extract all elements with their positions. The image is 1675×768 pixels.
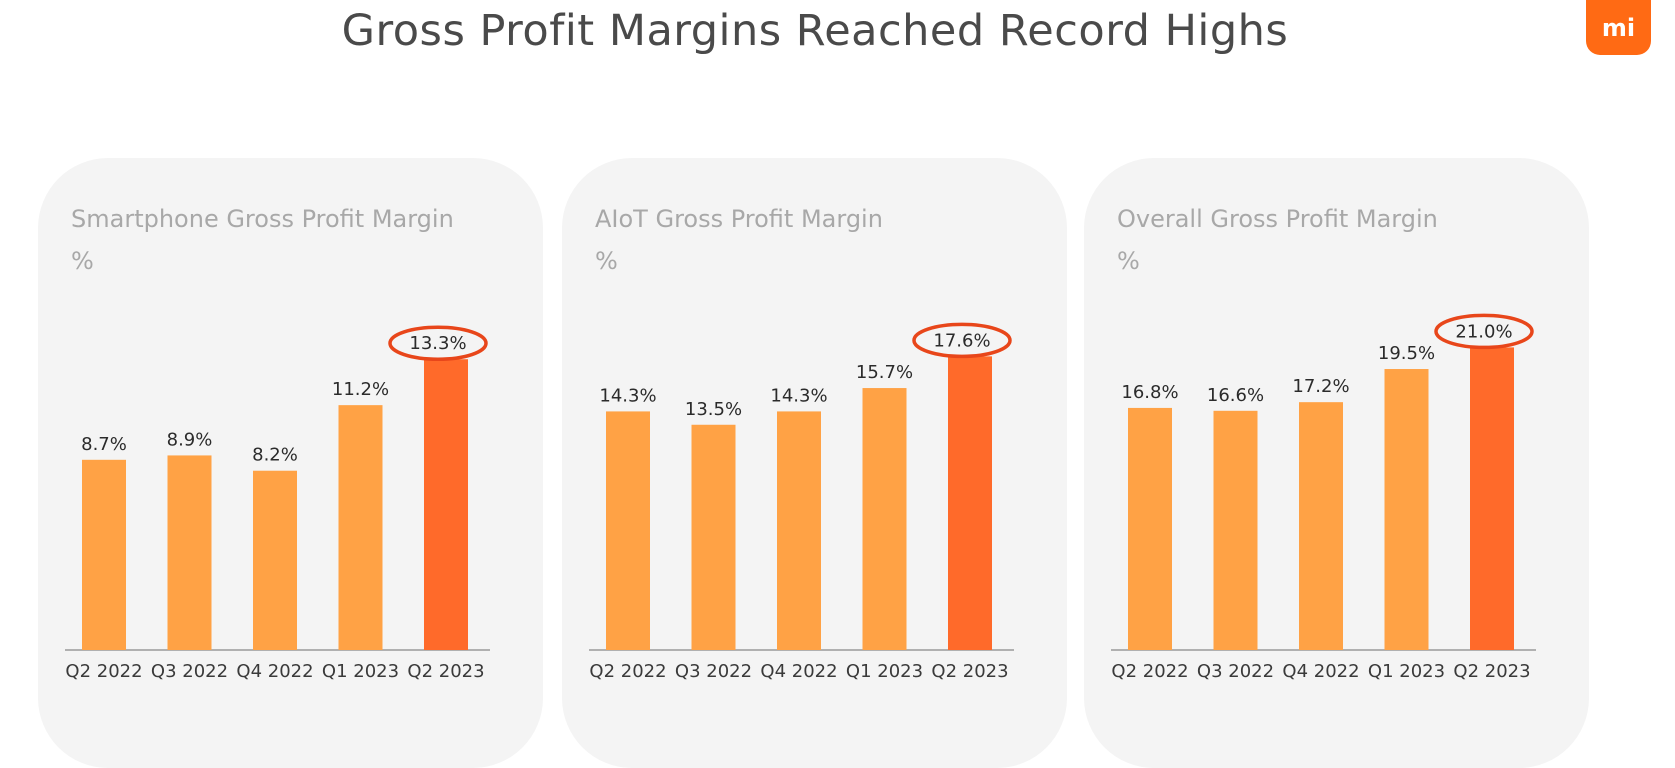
- overall-margin-chart: 16.8% Q2 2022 16.6% Q3 2022 17.2% Q4 2022 19.5…: [1111, 313, 1536, 682]
- data-label: 8.2%: [252, 445, 298, 466]
- overall-margin-panel: Overall Gross Profit Margin % 16.8% Q2 20…: [1084, 158, 1589, 768]
- x-tick-label: Q1 2023: [1368, 661, 1445, 682]
- data-label: 11.2%: [332, 379, 389, 400]
- bar-q2-2022: [1128, 407, 1172, 650]
- bar-q4-2022: [1299, 402, 1343, 650]
- chart-title: AIoT Gross Profit Margin: [595, 205, 883, 233]
- data-label: 8.9%: [167, 429, 213, 450]
- smartphone-margin-chart: 8.7% Q2 2022 8.9% Q3 2022 8.2% Q4 2022 11.2% Q1…: [65, 325, 490, 682]
- bar-q3-2022: [1213, 410, 1258, 650]
- bar-q3-2022: [691, 424, 736, 650]
- bar-q2-2022: [606, 411, 650, 650]
- data-label: 17.2%: [1292, 376, 1349, 397]
- chart-unit: %: [1117, 247, 1140, 275]
- xiaomi-logo: mi: [1586, 0, 1651, 55]
- x-tick-label: Q2 2023: [407, 661, 484, 682]
- bar-q2-2022: [82, 459, 126, 650]
- bar-q4-2022: [253, 470, 297, 650]
- data-label: 16.6%: [1207, 385, 1264, 406]
- x-tick-label: Q1 2023: [846, 661, 923, 682]
- chart-title: Smartphone Gross Profit Margin: [71, 205, 454, 233]
- x-tick-label: Q3 2022: [675, 661, 752, 682]
- data-label: 8.7%: [81, 434, 127, 455]
- data-label: 21.0%: [1455, 321, 1512, 342]
- data-label: 17.6%: [933, 330, 990, 351]
- bar-q2-2023: [948, 356, 992, 650]
- chart-title: Overall Gross Profit Margin: [1117, 205, 1438, 233]
- x-tick-label: Q2 2022: [65, 661, 142, 682]
- bar-q2-2023: [424, 359, 468, 650]
- chart-unit: %: [595, 247, 618, 275]
- x-tick-label: Q4 2022: [1282, 661, 1359, 682]
- data-label: 14.3%: [770, 385, 827, 406]
- data-label: 15.7%: [856, 362, 913, 383]
- x-tick-label: Q3 2022: [151, 661, 228, 682]
- data-label: 13.3%: [409, 333, 466, 354]
- x-tick-label: Q3 2022: [1197, 661, 1274, 682]
- page-title: Gross Profit Margins Reached Record High…: [341, 6, 1289, 56]
- bar-q3-2022: [167, 455, 212, 650]
- data-label: 13.5%: [685, 399, 742, 420]
- highlight-ring: [1434, 313, 1534, 350]
- bar-q1-2023: [338, 405, 383, 650]
- highlight-ring: [388, 325, 488, 361]
- data-label: 16.8%: [1121, 382, 1178, 403]
- x-tick-label: Q2 2022: [1111, 661, 1188, 682]
- x-tick-label: Q2 2023: [1453, 661, 1530, 682]
- aiot-margin-chart: 14.3% Q2 2022 13.5% Q3 2022 14.3% Q4 2022 15.7…: [589, 322, 1014, 682]
- data-label: 14.3%: [599, 385, 656, 406]
- bar-q4-2022: [777, 411, 821, 650]
- x-tick-label: Q1 2023: [322, 661, 399, 682]
- aiot-margin-panel: AIoT Gross Profit Margin % 14.3% Q2 2022 1…: [562, 158, 1067, 768]
- data-label: 19.5%: [1378, 343, 1435, 364]
- bar-q2-2023: [1470, 347, 1514, 650]
- x-tick-label: Q4 2022: [236, 661, 313, 682]
- smartphone-margin-panel: Smartphone Gross Profit Margin % 8.7% Q2 …: [38, 158, 543, 768]
- chart-unit: %: [71, 247, 94, 275]
- bar-q1-2023: [862, 388, 907, 650]
- bar-q1-2023: [1384, 369, 1429, 650]
- x-tick-label: Q4 2022: [760, 661, 837, 682]
- highlight-ring: [912, 322, 1012, 359]
- x-tick-label: Q2 2023: [931, 661, 1008, 682]
- x-tick-label: Q2 2022: [589, 661, 666, 682]
